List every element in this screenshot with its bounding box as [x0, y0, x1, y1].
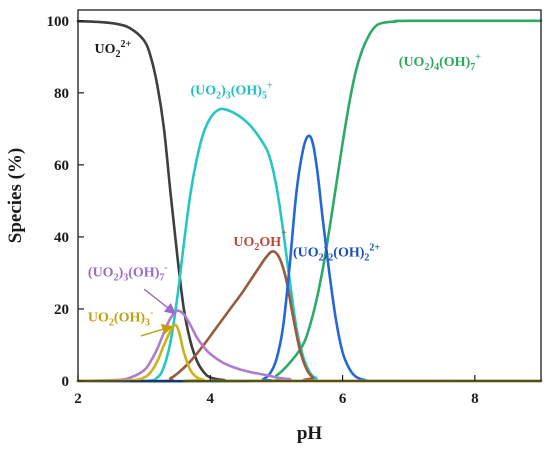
- species-label-part: (UO: [190, 84, 216, 99]
- y-tick-label: 20: [54, 302, 69, 318]
- x-tick-label: 6: [339, 391, 347, 407]
- species-label-part: (UO: [293, 246, 319, 261]
- species-label-part: 3: [123, 273, 128, 284]
- species-label-part: UO: [233, 235, 254, 250]
- series-line-uo2-4-oh-7: [76, 19, 543, 383]
- species-label-part: ): [119, 266, 124, 281]
- species-label-uo2-2-oh-2-2: (UO2)2(OH)22+: [293, 243, 380, 264]
- species-label-uo2-oh-3: UO2(OH)3-: [88, 308, 153, 329]
- species-label-part: 2: [114, 273, 119, 284]
- species-label-uo2oh: UO2OH+: [233, 228, 287, 253]
- species-label-uo2-3-oh-7: (UO2)3(OH)7-: [88, 263, 168, 284]
- species-label-uo2-4-oh-7: (UO2)4(OH)7+: [399, 52, 481, 73]
- species-label-part: (OH): [439, 55, 470, 70]
- species-label-part: 5: [262, 91, 267, 102]
- species-label-part: (OH): [114, 311, 145, 326]
- species-label-part: OH: [259, 235, 281, 250]
- species-label-part: +: [267, 81, 273, 92]
- species-label-part: 2: [254, 242, 259, 253]
- leader-arrow-uo2-oh-3: [140, 324, 174, 337]
- species-label-uo2-3-oh-5: (UO2)3(OH)5+: [190, 81, 272, 102]
- x-tick-label: 4: [207, 391, 215, 407]
- y-tick-label: 0: [62, 374, 70, 390]
- plot-frame: [77, 9, 542, 382]
- species-label-part: 2: [424, 62, 429, 73]
- species-label-part: -: [164, 263, 167, 274]
- y-tick-label: 60: [54, 158, 69, 174]
- axes-layer: [77, 9, 542, 382]
- species-label-part: ): [429, 55, 434, 70]
- species-label-part: 7: [470, 62, 475, 73]
- species-label-part: +: [475, 52, 481, 63]
- species-label-part: 2: [216, 91, 221, 102]
- species-label-part: 2: [328, 253, 333, 264]
- species-label-part: (OH): [128, 266, 159, 281]
- species-label-part: (UO: [88, 266, 114, 281]
- species-label-part: 4: [434, 62, 439, 73]
- species-label-part: 3: [145, 318, 150, 329]
- species-label-part: 2: [319, 253, 324, 264]
- species-label-layer: UO22+(UO2)3(OH)5+(UO2)4(OH)7+UO2OH+(UO2)…: [88, 39, 481, 337]
- species-label-part: (OH): [231, 84, 262, 99]
- series-layer: [76, 19, 543, 383]
- series-line-uo2-2-oh-2-2: [76, 134, 543, 383]
- species-label-part: +: [281, 228, 287, 239]
- series-line-uo2oh: [76, 250, 543, 383]
- species-label-part: UO: [95, 42, 116, 57]
- species-label-part: UO: [88, 311, 109, 326]
- species-label-part: (OH): [333, 246, 364, 261]
- y-axis-title: Species (%): [5, 148, 26, 244]
- y-tick-label: 100: [47, 14, 70, 30]
- species-label-part: 2+: [369, 243, 380, 254]
- species-label-part: 2: [109, 318, 114, 329]
- species-label-uo2-2: UO22+: [95, 39, 132, 60]
- x-axis-title: pH: [297, 423, 323, 444]
- y-tick-label: 40: [54, 230, 69, 246]
- y-tick-label: 80: [54, 86, 69, 102]
- species-label-part: 7: [159, 273, 164, 284]
- species-label-part: 2: [116, 49, 121, 60]
- species-label-part: (UO: [399, 55, 425, 70]
- series-line-uo2-3-oh-7: [76, 309, 543, 383]
- species-label-part: 2+: [121, 39, 132, 50]
- x-tick-label: 2: [74, 391, 82, 407]
- species-label-part: 3: [226, 91, 231, 102]
- species-label-part: 2: [364, 253, 369, 264]
- x-tick-label: 8: [471, 391, 479, 407]
- leader-arrow-uo2-3-oh-7: [143, 288, 177, 315]
- species-label-part: -: [150, 308, 153, 319]
- species-label-part: ): [324, 246, 329, 261]
- species-label-part: ): [221, 84, 226, 99]
